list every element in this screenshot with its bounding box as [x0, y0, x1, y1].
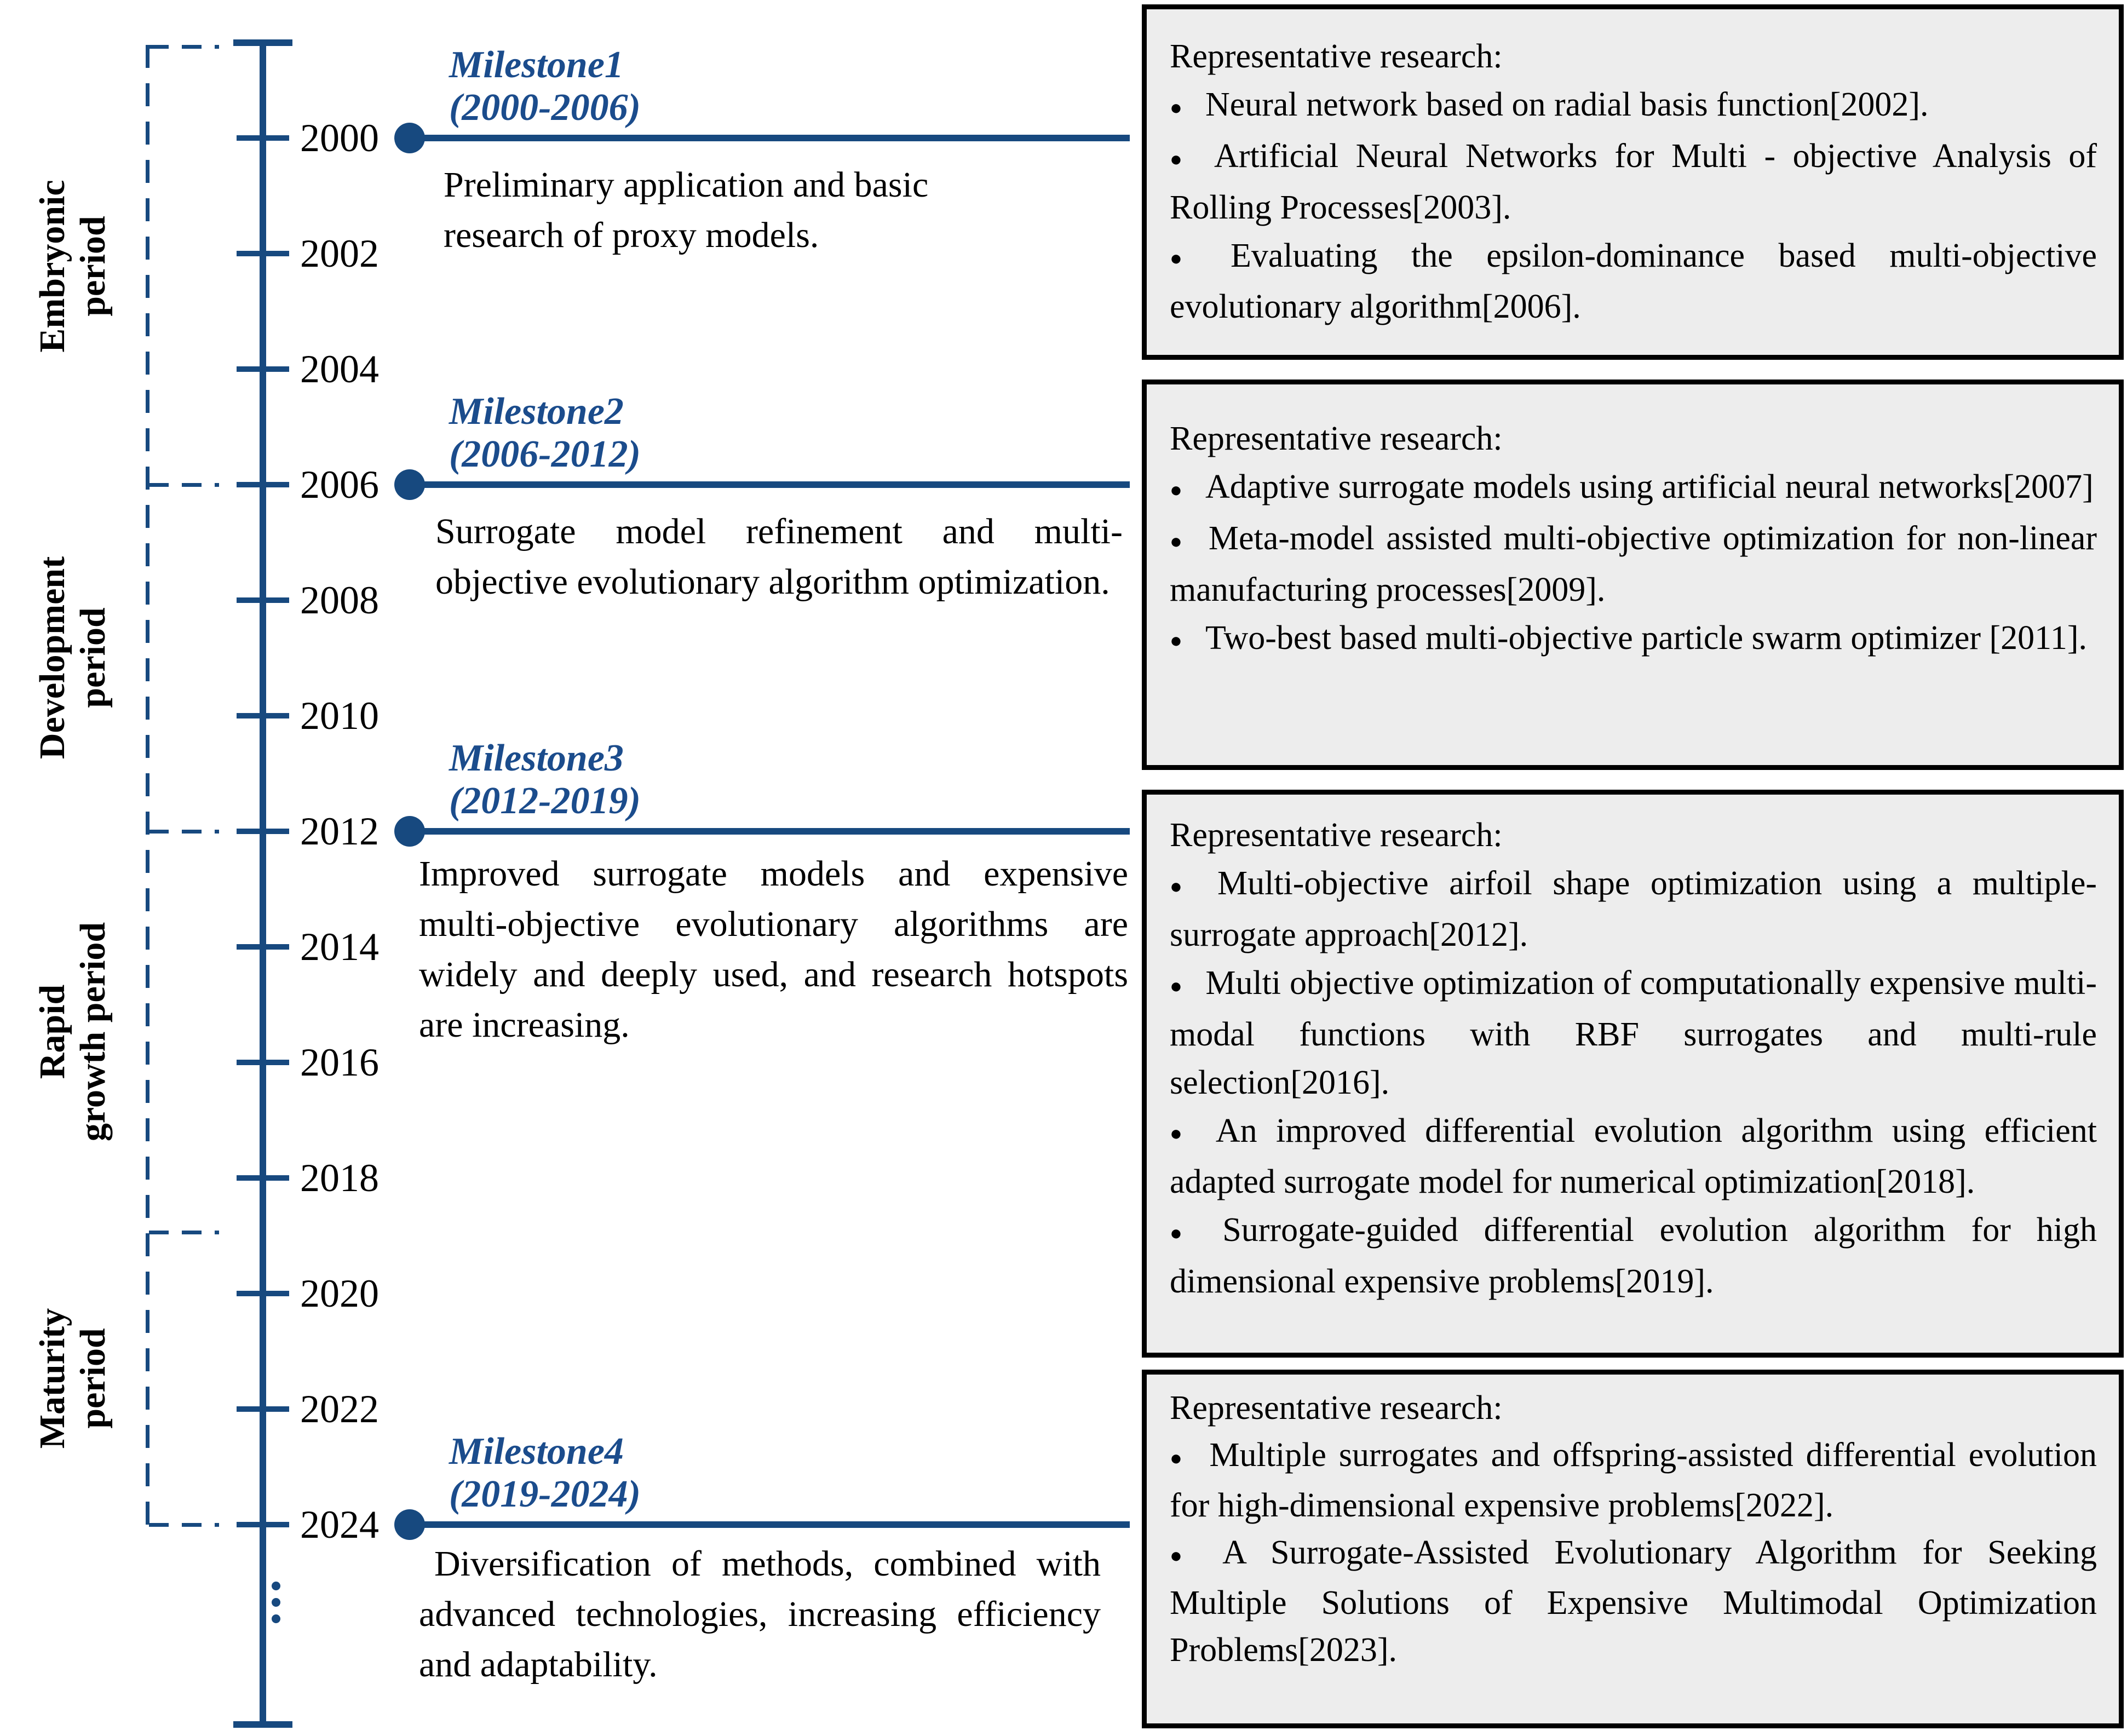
milestone1-description: Preliminary application and basic resear…	[444, 165, 929, 255]
year-tick-2014	[237, 944, 289, 950]
year-tick-2022	[237, 1406, 289, 1412]
milestone3-line	[410, 828, 1130, 835]
axis-top-cap	[233, 39, 292, 46]
milestone1-line	[410, 135, 1130, 141]
year-tick-2000	[237, 135, 289, 141]
year-tick-2020	[237, 1291, 289, 1296]
year-label: 2024	[300, 1503, 379, 1547]
bullet-icon: ●	[1170, 478, 1182, 502]
axis-bottom-cap	[233, 1721, 292, 1728]
year-tick-2024	[237, 1522, 289, 1527]
period-boundary-2019	[149, 1231, 219, 1234]
bullet-icon: ●	[1170, 530, 1186, 553]
research-item: ● Meta-model assisted multi-objective opt…	[1170, 519, 2097, 608]
milestone3-title: Milestone3 (2012-2019)	[449, 737, 641, 822]
research-item: ● Multi-objective airfoil shape optimizat…	[1170, 865, 2097, 953]
year-tick-2008	[237, 597, 289, 603]
year-tick-2012	[237, 829, 289, 834]
bullet-icon: ●	[1170, 875, 1194, 898]
period-label-embryonic: Embryonic period	[32, 180, 113, 353]
box-header: Representative research:	[1170, 1389, 1503, 1427]
research-item: ● Surrogate-guided differential evolution…	[1170, 1211, 2097, 1301]
bullet-icon: ●	[1170, 629, 1182, 653]
year-label: 2020	[300, 1272, 379, 1315]
box-header: Representative research:	[1170, 38, 1503, 75]
milestone1-title: Milestone1 (2000-2006)	[449, 44, 641, 129]
year-label: 2006	[300, 463, 379, 507]
bullet-icon: ●	[1170, 96, 1182, 119]
research-item: ● Neural network based on radial basis fu…	[1170, 86, 1929, 123]
year-tick-2004	[237, 366, 289, 372]
milestone4-title: Milestone4 (2019-2024)	[449, 1430, 641, 1515]
research-item: ● Two-best based multi-objective particle…	[1170, 619, 2087, 657]
year-label: 2018	[300, 1156, 379, 1200]
milestone2-description: Surrogate model refinement and multi-obj…	[435, 511, 1123, 602]
timeline-axis	[260, 42, 266, 1724]
box-header: Representative research:	[1170, 420, 1503, 457]
year-label: 2022	[300, 1387, 379, 1431]
year-tick-2010	[237, 713, 289, 718]
year-tick-2002	[237, 251, 289, 256]
milestone3-description: Improved surrogate models and expensive …	[419, 854, 1128, 1045]
year-label: 2008	[300, 578, 379, 622]
bullet-icon: ●	[1170, 1544, 1200, 1567]
period-label-development: Development period	[32, 556, 113, 760]
period-boundary-2024	[149, 1523, 219, 1527]
research-box-1: Representative research: ● Neural network…	[1142, 4, 2124, 360]
research-item: ● Evaluating the epsilon-dominance based …	[1170, 237, 2097, 326]
year-label: 2004	[300, 347, 379, 391]
research-item: ● A Surrogate-Assisted Evolutionary Algor…	[1170, 1533, 2097, 1669]
year-tick-2018	[237, 1175, 289, 1181]
year-label: 2002	[300, 232, 379, 275]
research-item: ● Adaptive surrogate models using artific…	[1170, 468, 2094, 505]
bullet-icon: ●	[1170, 147, 1191, 171]
bullet-icon: ●	[1170, 974, 1183, 998]
period-boundary-2012	[149, 830, 219, 833]
milestone3-dot	[394, 816, 425, 847]
year-label: 2010	[300, 694, 379, 738]
milestone2-title: Milestone2 (2006-2012)	[449, 390, 641, 475]
research-box-2: Representative research: ● Adaptive surro…	[1142, 380, 2124, 770]
year-label: 2012	[300, 809, 379, 853]
milestone2-dot	[394, 469, 425, 500]
period-bracket-line	[146, 45, 150, 1525]
bullet-icon: ●	[1170, 1446, 1187, 1470]
year-label: 2014	[300, 925, 379, 969]
period-label-maturity: Maturity period	[32, 1308, 113, 1449]
milestone4-dot	[394, 1509, 425, 1540]
period-boundary-2000	[149, 45, 219, 49]
research-item: ● An improved differential evolution algo…	[1170, 1112, 2097, 1201]
year-label: 2016	[300, 1041, 379, 1084]
year-label: 2000	[300, 116, 379, 160]
research-item: ● Multiple surrogates and offspring-assis…	[1170, 1436, 2097, 1524]
research-box-3: Representative research: ● Multi-objectiv…	[1142, 790, 2124, 1358]
research-item: ● Multi objective optimization of computa…	[1170, 964, 2097, 1101]
period-boundary-2006	[149, 483, 219, 487]
research-box-4: Representative research: ● Multiple surro…	[1142, 1370, 2124, 1728]
milestone1-dot	[394, 123, 425, 153]
box-header: Representative research:	[1170, 817, 1503, 854]
year-tick-2006	[237, 482, 289, 487]
research-item: ● Artificial Neural Networks for Multi - …	[1170, 137, 2097, 226]
milestone4-line	[410, 1521, 1130, 1528]
milestone4-description: Diversification of methods, combined wit…	[419, 1544, 1101, 1685]
bullet-icon: ●	[1170, 247, 1208, 271]
bullet-icon: ●	[1170, 1222, 1200, 1245]
year-tick-2016	[237, 1060, 289, 1065]
milestone2-line	[410, 481, 1130, 488]
bullet-icon: ●	[1170, 1122, 1193, 1146]
